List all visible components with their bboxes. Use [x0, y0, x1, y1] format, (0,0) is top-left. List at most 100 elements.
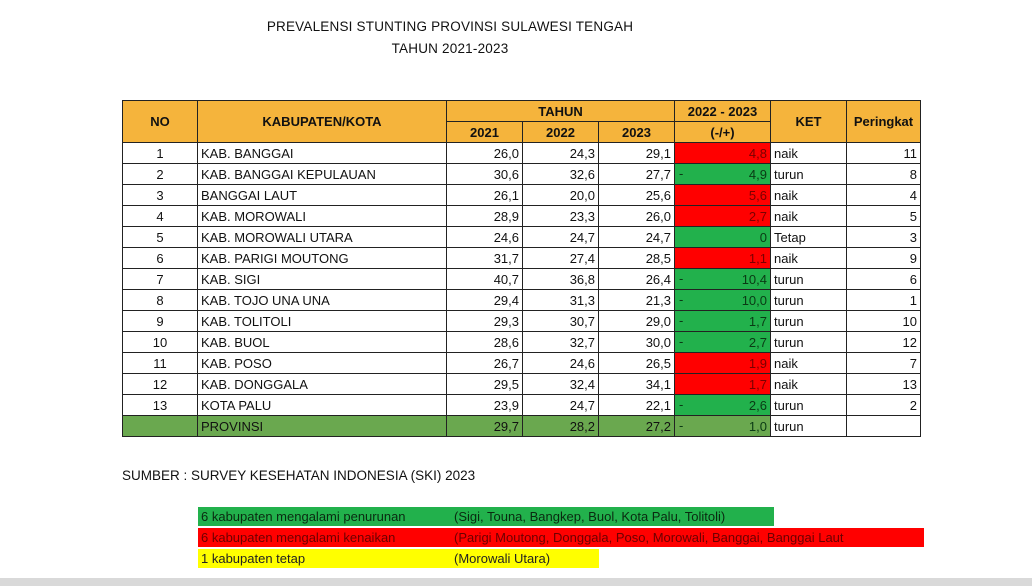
legend-steady-detail: (Morowali Utara)	[451, 549, 599, 568]
province-row: PROVINSI 29,7 28,2 27,2- 1,0 turun	[122, 415, 921, 437]
diff-sign: -	[679, 166, 684, 181]
row-2023: 26,5	[598, 352, 675, 374]
row-2021: 30,6	[446, 163, 523, 185]
table-row: 2 KAB. BANGGAI KEPULAUAN 30,6 32,6 27,7- 4,9 t…	[122, 163, 921, 185]
province-rank	[846, 415, 921, 437]
row-name: KAB. PARIGI MOUTONG	[197, 247, 447, 269]
row-no: 2	[122, 163, 198, 185]
diff-sign: -	[679, 271, 684, 286]
row-2023: 26,0	[598, 205, 675, 227]
header-tahun: TAHUN	[446, 100, 675, 122]
row-rank: 4	[846, 184, 921, 206]
legend-increase-detail: (Parigi Moutong, Donggala, Poso, Morowal…	[451, 528, 924, 547]
page-subtitle: TAHUN 2021-2023	[391, 41, 509, 56]
row-2021: 26,1	[446, 184, 523, 206]
row-2022: 20,0	[522, 184, 599, 206]
diff-cell: 1,9	[674, 352, 771, 374]
diff-sign: -	[679, 292, 684, 307]
row-2021: 24,6	[446, 226, 523, 248]
row-name: KOTA PALU	[197, 394, 447, 416]
header-diff-sign: (-/+)	[674, 121, 771, 143]
row-ket: turun	[770, 289, 847, 311]
row-no: 3	[122, 184, 198, 206]
row-ket: naik	[770, 205, 847, 227]
row-no: 12	[122, 373, 198, 395]
table-row: 7 KAB. SIGI 40,7 36,8 26,4- 10,4 turun 6	[122, 268, 921, 290]
row-ket: naik	[770, 142, 847, 164]
diff-value: 5,6	[748, 187, 767, 203]
diff-cell: 0	[674, 226, 771, 248]
row-rank: 12	[846, 331, 921, 353]
header-2023: 2023	[598, 121, 675, 143]
legend-decrease: 6 kabupaten mengalami penurunan (Sigi, T…	[198, 507, 774, 526]
row-rank: 9	[846, 247, 921, 269]
row-ket: turun	[770, 268, 847, 290]
diff-cell: - 1,0	[674, 415, 771, 437]
row-no: 6	[122, 247, 198, 269]
diff-value: 1,1	[748, 250, 767, 266]
header-2021: 2021	[446, 121, 523, 143]
province-2021: 29,7	[446, 415, 523, 437]
row-2022: 32,6	[522, 163, 599, 185]
row-no: 9	[122, 310, 198, 332]
diff-cell: 1,1	[674, 247, 771, 269]
row-no: 13	[122, 394, 198, 416]
row-2022: 32,4	[522, 373, 599, 395]
row-no: 7	[122, 268, 198, 290]
row-rank: 13	[846, 373, 921, 395]
diff-value: 10,4	[741, 271, 767, 287]
province-name: PROVINSI	[197, 415, 447, 437]
header-ket: KET	[770, 100, 847, 143]
row-no: 11	[122, 352, 198, 374]
row-2021: 29,5	[446, 373, 523, 395]
row-2021: 28,6	[446, 331, 523, 353]
diff-cell: - 10,0	[674, 289, 771, 311]
row-2022: 30,7	[522, 310, 599, 332]
row-2023: 28,5	[598, 247, 675, 269]
row-ket: turun	[770, 310, 847, 332]
row-name: KAB. POSO	[197, 352, 447, 374]
legend-increase: 6 kabupaten mengalami kenaikan (Parigi M…	[198, 528, 924, 547]
header-2022: 2022	[522, 121, 599, 143]
row-2023: 27,7	[598, 163, 675, 185]
row-no: 4	[122, 205, 198, 227]
province-no	[122, 415, 198, 437]
diff-value: 1,0	[748, 418, 767, 434]
row-no: 5	[122, 226, 198, 248]
row-ket: Tetap	[770, 226, 847, 248]
row-no: 10	[122, 331, 198, 353]
legend-decrease-label: 6 kabupaten mengalami penurunan	[198, 507, 451, 526]
row-ket: turun	[770, 163, 847, 185]
table-row: 12 KAB. DONGGALA 29,5 32,4 34,1 1,7 naik 13	[122, 373, 921, 395]
row-no: 1	[122, 142, 198, 164]
row-2022: 24,7	[522, 394, 599, 416]
diff-sign: -	[679, 313, 684, 328]
diff-cell: 5,6	[674, 184, 771, 206]
row-2023: 24,7	[598, 226, 675, 248]
diff-value: 4,9	[748, 166, 767, 182]
diff-sign: -	[679, 334, 684, 349]
diff-value: 0	[759, 229, 767, 245]
legend-steady: 1 kabupaten tetap (Morowali Utara)	[198, 549, 599, 568]
row-rank: 10	[846, 310, 921, 332]
row-no: 8	[122, 289, 198, 311]
diff-value: 1,7	[748, 376, 767, 392]
table-row: 8 KAB. TOJO UNA UNA 29,4 31,3 21,3- 10,0 turun…	[122, 289, 921, 311]
row-rank: 7	[846, 352, 921, 374]
header-no: NO	[122, 100, 198, 143]
table-row: 9 KAB. TOLITOLI 29,3 30,7 29,0- 1,7 turun 10	[122, 310, 921, 332]
row-2021: 26,0	[446, 142, 523, 164]
diff-cell: - 4,9	[674, 163, 771, 185]
bottom-bar	[0, 578, 1032, 586]
diff-value: 1,7	[748, 313, 767, 329]
table-row: 6 KAB. PARIGI MOUTONG 31,7 27,4 28,5 1,1 naik 9	[122, 247, 921, 269]
row-ket: turun	[770, 394, 847, 416]
row-name: KAB. MOROWALI	[197, 205, 447, 227]
diff-value: 4,8	[748, 145, 767, 161]
row-2022: 36,8	[522, 268, 599, 290]
row-2022: 24,7	[522, 226, 599, 248]
row-2023: 30,0	[598, 331, 675, 353]
row-name: KAB. TOJO UNA UNA	[197, 289, 447, 311]
row-2022: 23,3	[522, 205, 599, 227]
row-2023: 29,0	[598, 310, 675, 332]
